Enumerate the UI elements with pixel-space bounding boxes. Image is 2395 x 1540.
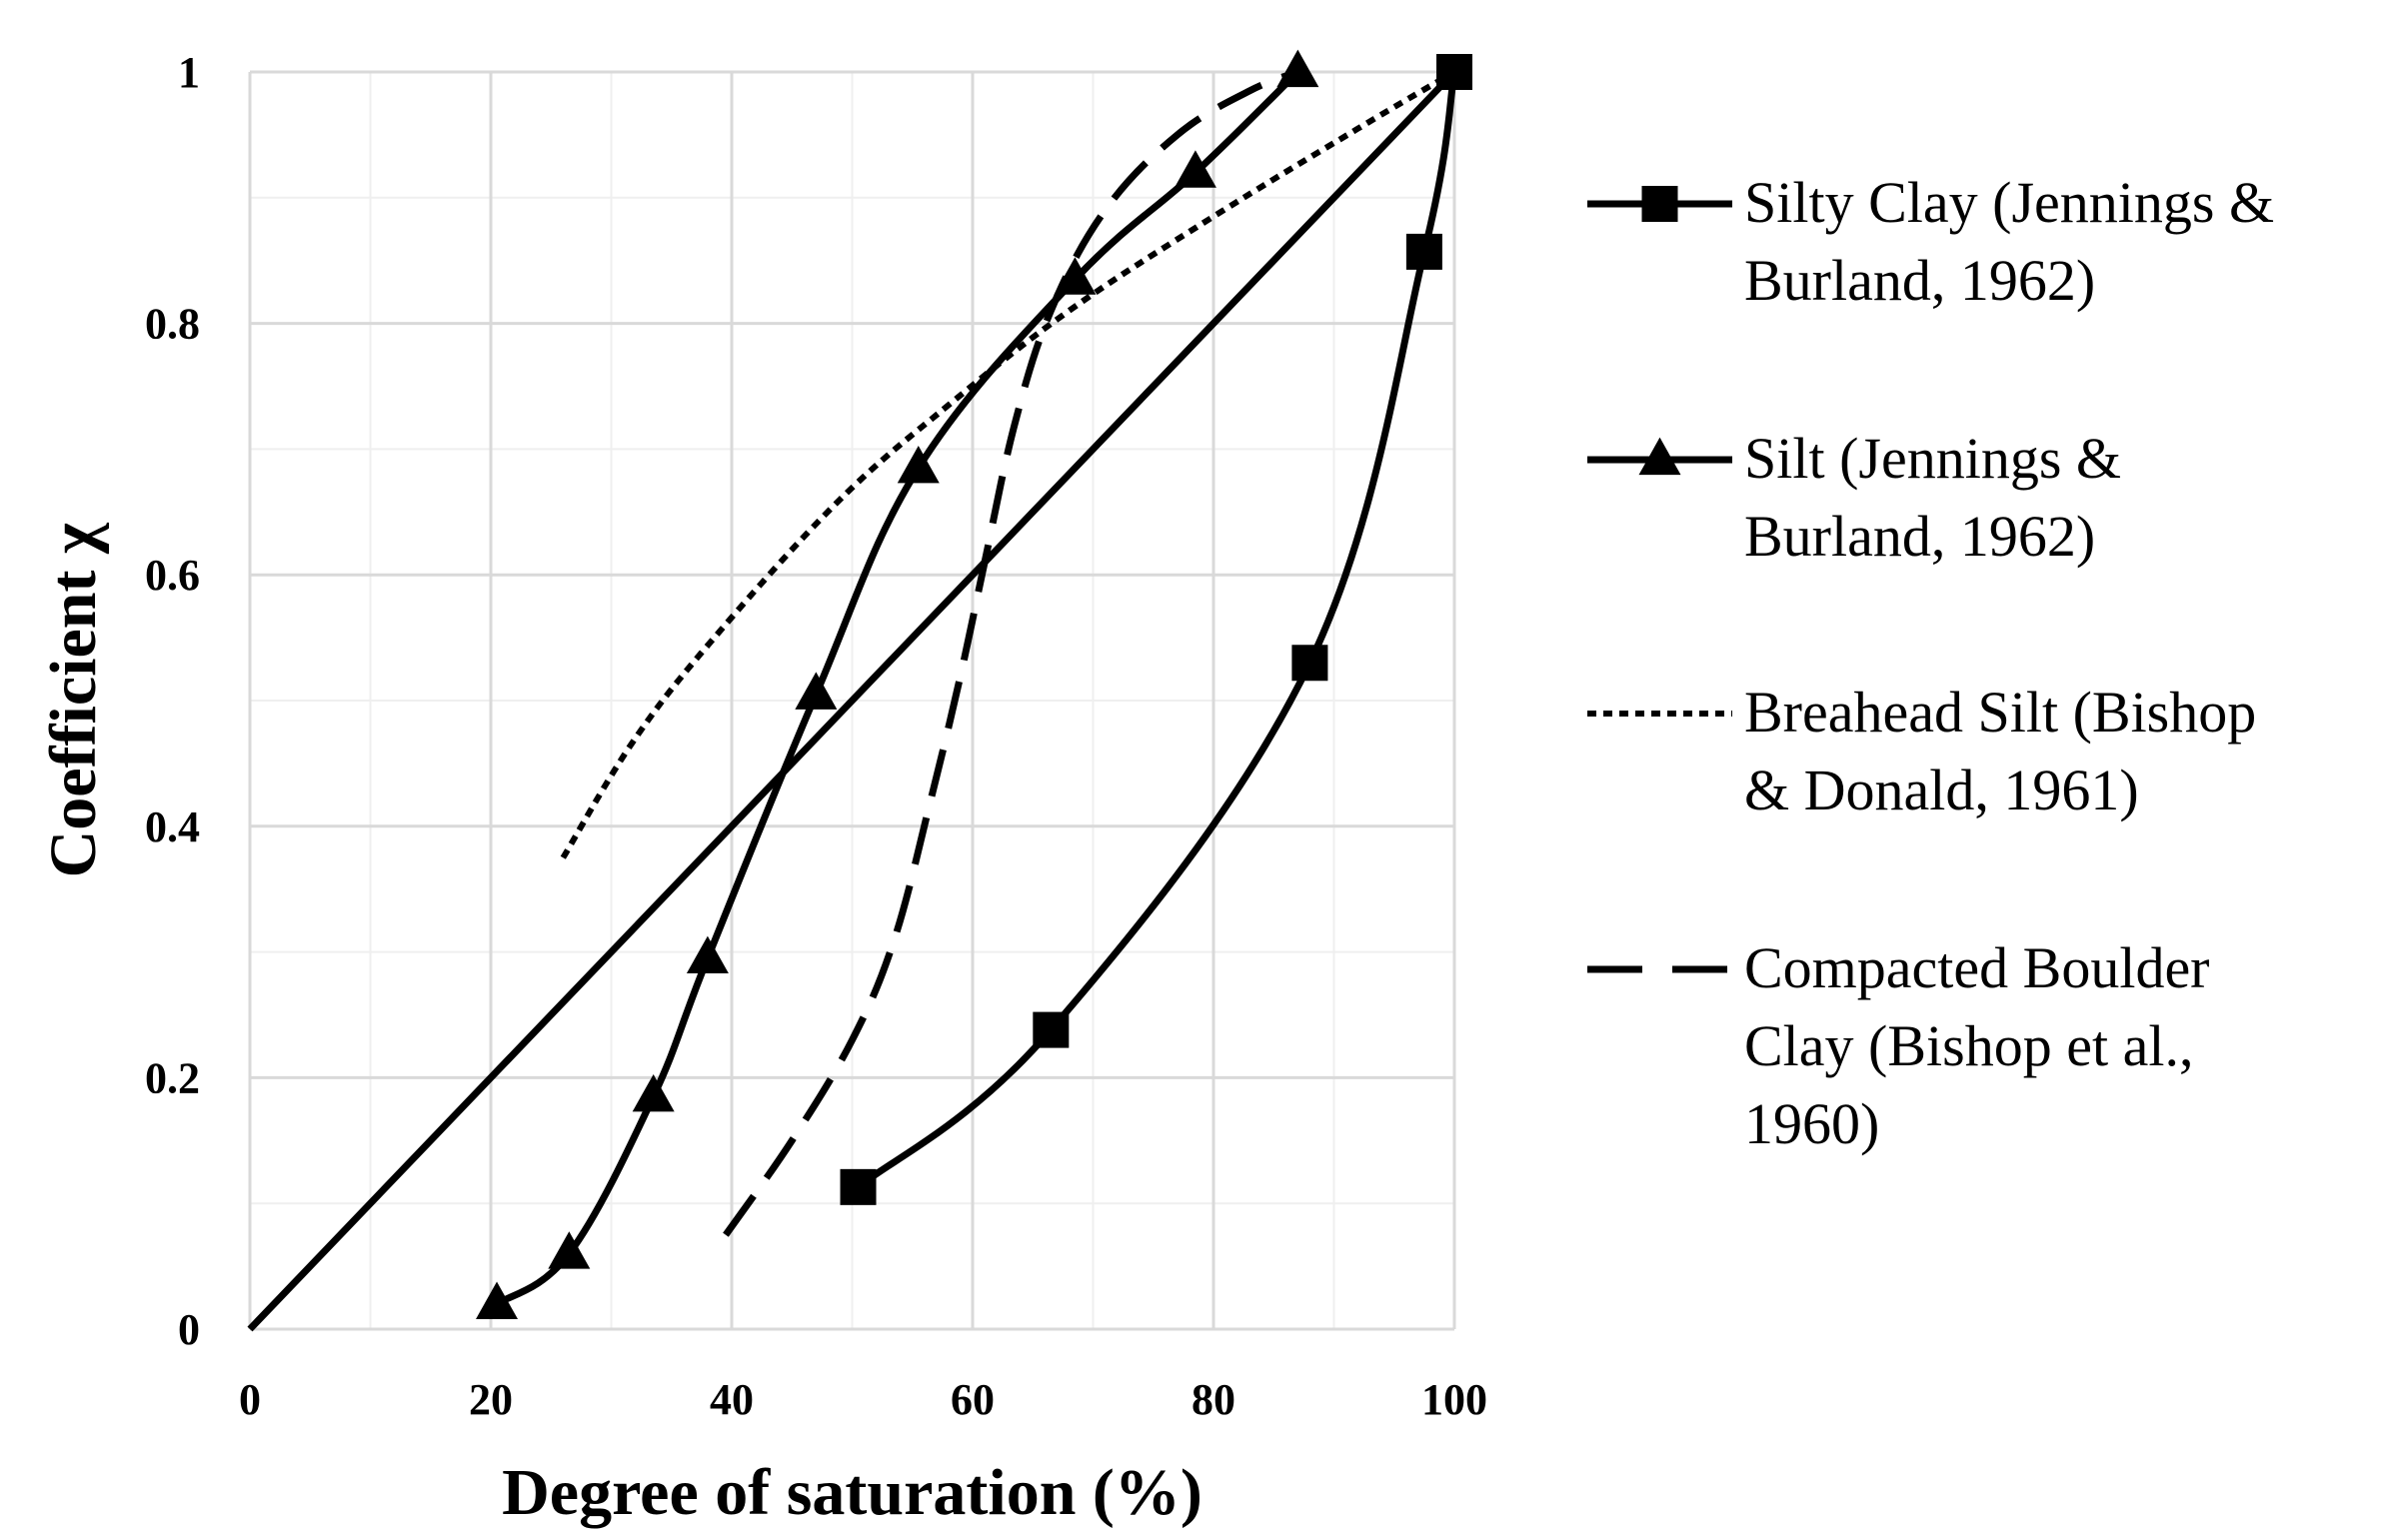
x-tick-label: 80 — [1192, 1375, 1235, 1424]
series-line-3 — [723, 68, 1299, 1237]
legend-label-3: 1960) — [1744, 1091, 1879, 1156]
data-point-1-2 — [632, 1073, 675, 1112]
legend-marker-1 — [1638, 437, 1681, 476]
legend-marker-0 — [1641, 186, 1678, 222]
y-axis-title: Coefficient χ — [37, 522, 110, 877]
x-axis-title: Degree of saturation (%) — [502, 1456, 1202, 1529]
series-4 — [247, 69, 1457, 1332]
x-tick-label: 100 — [1421, 1375, 1487, 1424]
y-tick-label: 0.8 — [145, 300, 200, 349]
data-point-0-0 — [840, 1168, 877, 1205]
series-0 — [840, 54, 1472, 1205]
y-tick-label: 0.2 — [145, 1053, 200, 1102]
data-point-1-1 — [548, 1231, 591, 1269]
legend-item-1: Silt (Jennings & Burland, 1962) — [1587, 426, 2121, 569]
legend-label-1: Silt (Jennings & — [1744, 426, 2121, 491]
series-layer — [247, 49, 1472, 1332]
legend-label-0: Silty Clay (Jennings & — [1744, 170, 2274, 235]
data-point-1-0 — [476, 1281, 519, 1319]
grid — [248, 70, 1456, 1331]
legend: Silty Clay (Jennings &Burland, 1962)Silt… — [1587, 170, 2274, 1156]
x-tick-label: 60 — [951, 1375, 995, 1424]
y-tick-label: 0.6 — [145, 551, 200, 600]
data-point-1-7 — [1174, 150, 1216, 188]
data-point-1-3 — [686, 935, 729, 974]
y-tick-label: 0 — [178, 1305, 200, 1354]
series-2 — [560, 69, 1456, 859]
x-tick-label: 20 — [469, 1375, 513, 1424]
legend-label-0: Burland, 1962) — [1744, 248, 2095, 313]
legend-label-1: Burland, 1962) — [1744, 504, 2095, 569]
legend-label-3: Clay (Bishop et al., — [1744, 1013, 2193, 1078]
series-3 — [723, 68, 1299, 1237]
series-line-4 — [247, 69, 1457, 1332]
data-point-0-3 — [1405, 233, 1442, 270]
y-tick-label: 0.4 — [145, 802, 200, 851]
data-point-1-8 — [1276, 49, 1319, 88]
y-tick-label: 1 — [178, 48, 200, 97]
legend-label-3: Compacted Boulder — [1744, 935, 2210, 1000]
legend-item-2: Breahead Silt (Bishop & Donald, 1961) — [1587, 680, 2256, 822]
series-line-0 — [856, 71, 1458, 1190]
x-tick-label: 40 — [710, 1375, 754, 1424]
series-line-2 — [560, 69, 1456, 859]
series-line-1 — [495, 69, 1300, 1307]
data-point-0-2 — [1291, 645, 1328, 682]
series-1 — [476, 49, 1319, 1319]
legend-label-2: Breahead Silt (Bishop — [1744, 680, 2256, 745]
data-point-1-4 — [795, 672, 838, 710]
legend-label-2: & Donald, 1961) — [1744, 758, 2139, 822]
axes: 0 0.2 0.4 0.6 0.8 1 0 20 40 60 80 100 Degree of satu… — [37, 48, 1487, 1529]
legend-item-0: Silty Clay (Jennings & Burland, 1962) — [1587, 170, 2274, 313]
data-point-1-5 — [897, 445, 940, 484]
legend-item-3: Compacted Boulder Clay (Bishop et al., 196… — [1587, 935, 2210, 1156]
x-tick-label: 0 — [239, 1375, 261, 1424]
data-point-0-1 — [1033, 1011, 1070, 1048]
